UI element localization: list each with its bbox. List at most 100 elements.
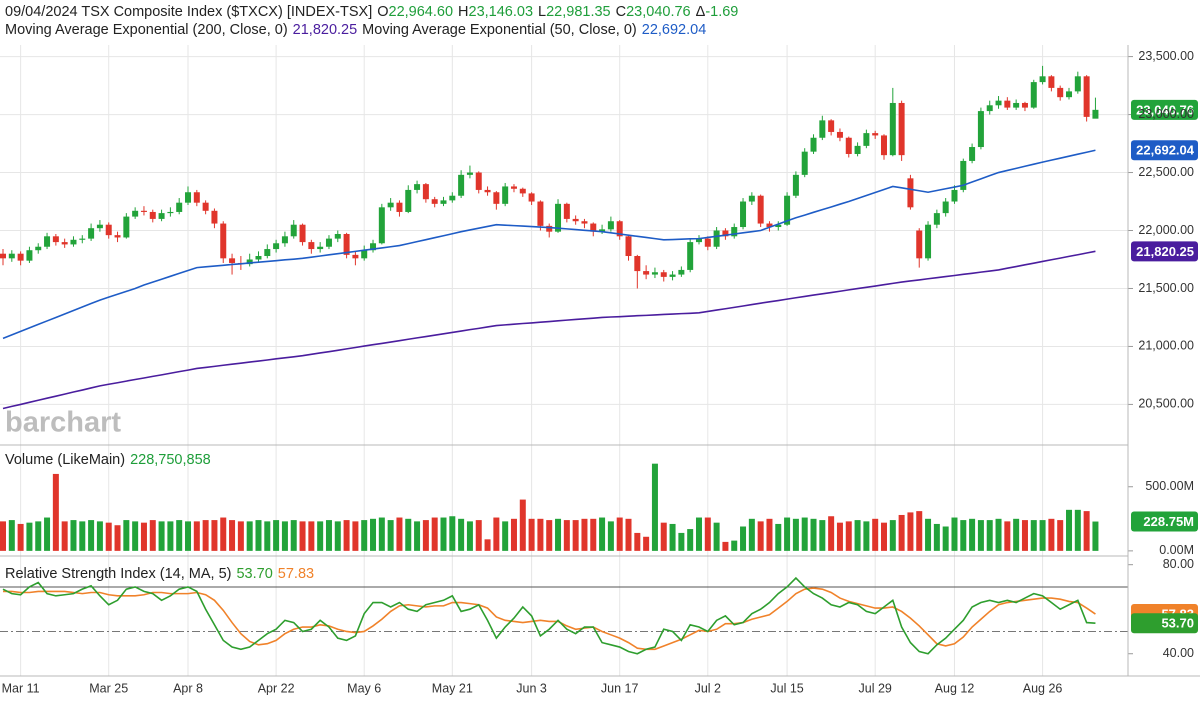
candle-body <box>872 133 879 136</box>
volume-bar <box>995 518 1002 551</box>
volume-bar <box>510 518 517 551</box>
legend-name: Moving Average Exponential (50, Close, 0… <box>362 22 637 38</box>
volume-bar <box>387 520 394 551</box>
volume-bar <box>290 520 297 551</box>
volume-bar <box>70 520 77 551</box>
price-tag-label: 228.75M <box>1143 514 1194 529</box>
candle-body <box>1004 100 1011 108</box>
volume-bar <box>643 536 650 551</box>
candle-body <box>960 160 967 190</box>
volume-bar <box>740 526 747 551</box>
title: 09/04/2024 TSX Composite Index ($TXCX) [… <box>5 4 372 20</box>
volume-bar <box>193 521 200 551</box>
x-tick-label: Jul 29 <box>859 681 892 695</box>
volume-bar <box>836 522 843 551</box>
candle-body <box>510 186 517 189</box>
volume-bar <box>255 520 262 551</box>
candle-body <box>431 199 438 204</box>
volume-bar <box>1030 520 1037 551</box>
candle-body <box>898 102 905 156</box>
volume-bar <box>132 521 139 551</box>
volume-bar <box>1048 518 1055 551</box>
candle-body <box>246 259 253 265</box>
candle-body <box>740 201 747 228</box>
candle-body <box>951 189 958 202</box>
quote-key: Δ <box>696 4 706 20</box>
volume-bar <box>26 522 33 551</box>
candle-body <box>660 272 667 277</box>
volume-bar <box>916 511 923 551</box>
candle-body <box>1057 87 1064 98</box>
candle-body <box>396 202 403 212</box>
candle-body <box>977 111 984 148</box>
x-tick-label: Jul 2 <box>695 681 721 695</box>
candle-body <box>458 174 465 196</box>
volume-bar <box>440 517 447 551</box>
candle-body <box>158 213 165 219</box>
volume-bar <box>722 541 729 551</box>
rsi-title: Relative Strength Index (14, MA, 5) <box>5 566 231 582</box>
volume-bar <box>634 532 641 551</box>
volume-bar <box>590 518 597 551</box>
volume-bar <box>176 520 183 551</box>
candle-body <box>1021 102 1028 108</box>
volume-bar <box>801 517 808 551</box>
volume-bar <box>484 539 491 551</box>
legend-value: 21,820.25 <box>293 22 358 38</box>
volume-bar <box>299 521 306 551</box>
legend-name: Moving Average Exponential (200, Close, … <box>5 22 288 38</box>
volume-bar <box>396 517 403 551</box>
candle-body <box>132 210 139 217</box>
volume-bar <box>898 514 905 551</box>
volume-bar <box>79 521 86 551</box>
volume-bar <box>810 518 817 551</box>
volume-bar <box>1021 520 1028 551</box>
candle-body <box>1066 91 1073 98</box>
candle-body <box>731 227 738 237</box>
candle-body <box>836 131 843 138</box>
candle-body <box>44 236 51 247</box>
candle-body <box>105 224 112 236</box>
volume-bar <box>537 518 544 551</box>
candle-body <box>1074 76 1081 92</box>
volume-bar <box>352 521 359 551</box>
volume-bar <box>1013 518 1020 551</box>
volume-bar <box>17 523 24 551</box>
volume-bar <box>88 520 95 551</box>
price-tag-label: 23,040.76 <box>1136 102 1194 117</box>
volume-bar <box>281 521 288 551</box>
volume-bar <box>660 522 667 551</box>
price-tag-label: 53.70 <box>1161 616 1194 631</box>
volume-value: 228,750,858 <box>130 452 211 468</box>
legend-value: 22,692.04 <box>642 22 707 38</box>
candle-body <box>0 253 6 259</box>
candle-body <box>1092 109 1099 119</box>
rsi-header: Relative Strength Index (14, MA, 5) 53.70… <box>5 566 314 582</box>
volume-bar <box>704 517 711 551</box>
y-tick-label: 22,500.00 <box>1138 165 1194 179</box>
volume-bar <box>872 518 879 551</box>
candle-body <box>969 147 976 161</box>
quote-key: C <box>616 4 626 20</box>
volume-bar <box>757 521 764 551</box>
volume-bar <box>854 520 861 551</box>
candle-body <box>643 271 650 275</box>
volume-bar <box>766 518 773 551</box>
legend-value: 53.70 <box>236 566 272 582</box>
volume-bar <box>361 520 368 551</box>
candle-body <box>713 230 720 247</box>
volume-bar <box>695 517 702 551</box>
tags-layer: 21,820.2522,692.0423,040.76228.75M57.835… <box>1131 99 1198 634</box>
candle-body <box>828 120 835 132</box>
candle-body <box>519 188 526 194</box>
x-tick-label: Apr 22 <box>258 681 295 695</box>
volume-bar <box>458 518 465 551</box>
candle-body <box>343 233 350 255</box>
candle-body <box>599 229 606 232</box>
candle-body <box>202 202 209 211</box>
candle-body <box>546 225 553 232</box>
candle-body <box>193 192 200 203</box>
candle-body <box>1030 82 1037 108</box>
x-tick-label: Jun 3 <box>516 681 547 695</box>
volume-bar <box>229 520 236 551</box>
